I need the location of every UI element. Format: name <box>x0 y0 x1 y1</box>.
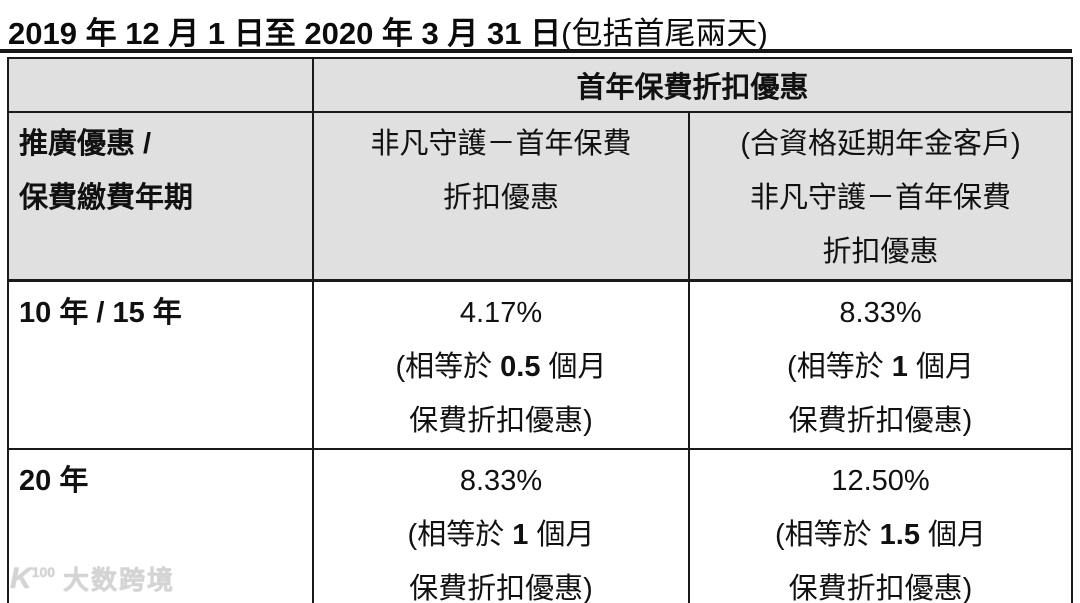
header-line: 非凡守護－首年保費 <box>370 128 632 160</box>
header-line: 推廣優惠 / <box>19 128 152 160</box>
table-row-10-15-years: 10 年 / 15 年 4.17% (相等於 0.5 個月 保費折扣優惠) 8.… <box>7 279 1074 450</box>
discount-note: 保費折扣優惠) <box>788 573 973 603</box>
eq-months: 0.5 <box>500 351 541 383</box>
header-cell-standard-discount: 非凡守護－首年保費 折扣優惠 <box>312 111 690 282</box>
eq-post: 個月 <box>907 351 974 383</box>
header-line: (合資格延期年金客戶) <box>740 128 1021 160</box>
header-line: 保費繳費年期 <box>19 182 194 214</box>
title-underline <box>0 49 1072 53</box>
header-line: 折扣優惠 <box>822 236 939 268</box>
eq-pre: (相等於 <box>787 351 892 383</box>
header-cell-promo-period: 推廣優惠 / 保費繳費年期 <box>7 111 314 282</box>
watermark-logo-icon: K100 <box>10 562 55 596</box>
eq-pre: (相等於 <box>395 351 501 383</box>
discount-cell: 4.17% (相等於 0.5 個月 保費折扣優惠) <box>312 279 690 450</box>
discount-cell: 8.33% (相等於 1 個月 保費折扣優惠) <box>312 448 690 603</box>
row-label: 20 年 <box>19 465 89 497</box>
table-header-row-top: 首年保費折扣優惠 <box>7 57 1074 113</box>
eq-post: 個月 <box>920 519 987 551</box>
eq-pre: (相等於 <box>407 519 513 551</box>
header-cell-qdap-discount: (合資格延期年金客戶) 非凡守護－首年保費 折扣優惠 <box>687 111 1074 282</box>
discount-note: 保費折扣優惠) <box>409 405 593 437</box>
discount-note: 保費折扣優惠) <box>409 573 593 603</box>
discount-cell: 8.33% (相等於 1 個月 保費折扣優惠) <box>687 279 1074 450</box>
row-label-cell: 10 年 / 15 年 <box>7 279 314 450</box>
eq-months: 1.5 <box>879 519 920 551</box>
title-suffix-note: (包括首尾兩天) <box>561 16 768 51</box>
discount-cell: 12.50% (相等於 1.5 個月 保費折扣優惠) <box>687 448 1074 603</box>
eq-post: 個月 <box>528 519 595 551</box>
eq-pre: (相等於 <box>774 519 880 551</box>
watermark-text: 大数跨境 <box>63 565 176 595</box>
discount-percent: 12.50% <box>831 465 930 497</box>
title-date-range: 2019 年 12 月 1 日至 2020 年 3 月 31 日 <box>8 16 562 51</box>
discount-equivalent: (相等於 1 個月 <box>700 340 1061 394</box>
eq-post: 個月 <box>540 351 607 383</box>
watermark: K100 大数跨境 <box>10 560 175 597</box>
row-label: 10 年 / 15 年 <box>19 297 182 329</box>
watermark-logo-letter: K <box>10 561 32 595</box>
table-header-row: 推廣優惠 / 保費繳費年期 非凡守護－首年保費 折扣優惠 (合資格延期年金客戶)… <box>7 111 1074 282</box>
table-row-20-years: 20 年 8.33% (相等於 1 個月 保費折扣優惠) 12.50% (相等於… <box>7 448 1074 603</box>
span-header-cell: 首年保費折扣優惠 <box>311 57 1074 113</box>
row-label-cell: 20 年 <box>7 448 314 603</box>
corner-empty-cell <box>7 57 314 113</box>
discount-percent: 8.33% <box>839 297 922 329</box>
discount-percent: 8.33% <box>459 465 543 497</box>
header-line: 折扣優惠 <box>442 182 559 214</box>
watermark-logo-sup: 100 <box>31 563 56 580</box>
discount-percent: 4.17% <box>459 297 543 329</box>
eq-months: 1 <box>512 519 529 551</box>
page-title: 2019 年 12 月 1 日至 2020 年 3 月 31 日(包括首尾兩天) <box>8 8 768 53</box>
discount-note: 保費折扣優惠) <box>788 405 973 437</box>
eq-months: 1 <box>891 351 908 383</box>
discount-equivalent: (相等於 0.5 個月 <box>324 340 678 394</box>
header-line: 非凡守護－首年保費 <box>750 182 1012 214</box>
promo-discount-table: 首年保費折扣優惠 推廣優惠 / 保費繳費年期 非凡守護－首年保費 折扣優惠 (合… <box>7 57 1074 603</box>
discount-equivalent: (相等於 1.5 個月 <box>700 508 1061 562</box>
discount-equivalent: (相等於 1 個月 <box>324 508 678 562</box>
